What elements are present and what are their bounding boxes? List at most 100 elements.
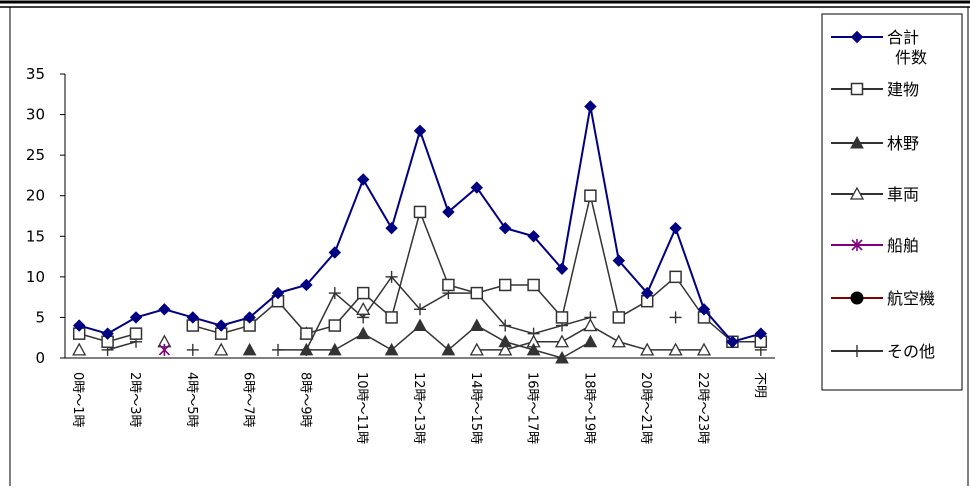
x-tick-label: 20時～21時 [638, 372, 653, 444]
x-tick-label: 4時～5時 [184, 372, 199, 428]
series-0-point [214, 319, 228, 332]
series-3-point [583, 318, 598, 332]
series-0-point [726, 335, 739, 348]
series-0-point [640, 286, 654, 300]
series-2-point [469, 318, 484, 332]
legend-swatch-marker [850, 30, 864, 44]
series-0-point [300, 278, 313, 292]
series-6-point [385, 270, 398, 283]
series-3-point [611, 334, 626, 348]
series-0-point [385, 221, 398, 235]
x-tick-label: 10時～11時 [354, 372, 369, 444]
legend-label: 建物 [887, 80, 919, 99]
y-tick-label: 30 [26, 106, 45, 124]
x-tick-label: 16時～17時 [525, 372, 540, 444]
x-tick-label: 2時～3時 [127, 372, 142, 428]
series-3-point [469, 342, 484, 356]
series-1-point [584, 189, 597, 202]
series-2-point [555, 350, 569, 364]
series-0-point [271, 286, 285, 300]
series-0-point [243, 311, 256, 324]
legend-swatch-marker [851, 345, 863, 357]
x-tick-label: 6時～7時 [241, 372, 256, 428]
series-2-point [441, 342, 456, 356]
series-1-point [328, 319, 342, 332]
series-0-point [584, 100, 597, 113]
series-1-point [498, 278, 512, 292]
legend-label: 車両 [887, 185, 919, 204]
series-1-point [555, 311, 569, 324]
series-3-point [554, 334, 570, 348]
x-tick-label: 14時～15時 [468, 372, 483, 444]
series-6-point [328, 287, 341, 300]
y-tick-label: 10 [26, 268, 45, 286]
series-6-point [669, 311, 682, 324]
series-1-point [300, 327, 313, 340]
x-tick-label: 0時～1時 [70, 372, 85, 428]
series-3-point [696, 342, 712, 356]
y-tick-label: 0 [35, 349, 45, 367]
legend-swatch-marker [849, 186, 865, 200]
series-6-point [499, 319, 512, 332]
series-0-point [442, 205, 455, 219]
series-3-point [498, 342, 513, 356]
series-0-point [158, 303, 171, 316]
series-1-point [612, 311, 626, 324]
series-0-point [186, 311, 200, 324]
series-3-point [356, 301, 371, 315]
legend-swatch-marker [851, 239, 863, 251]
series-4-point [158, 343, 170, 356]
y-tick-label: 35 [26, 65, 45, 83]
series-1-point [470, 286, 484, 300]
legend-label: 船舶 [887, 236, 919, 255]
series-2-point [526, 342, 541, 356]
legend-label: 件数 [895, 48, 927, 67]
legend-swatch-marker [850, 135, 864, 149]
series-0-point [470, 181, 484, 194]
series-2-point [583, 334, 598, 348]
y-tick-label: 25 [26, 146, 45, 164]
series-2-point [299, 342, 314, 356]
series-1-point [669, 270, 682, 284]
series-2-point [242, 342, 257, 356]
legend-label: 林野 [887, 134, 919, 153]
series-2-point [413, 318, 427, 332]
series-6-line [107, 341, 137, 351]
legend-label: 航空機 [887, 289, 935, 308]
series-0-point [129, 311, 143, 324]
series-0-point [498, 221, 512, 235]
series-0-point [356, 173, 370, 186]
series-0-point [612, 254, 626, 267]
y-tick-label: 15 [26, 227, 45, 245]
legend-swatch-marker [850, 291, 864, 305]
series-3-point [640, 342, 655, 356]
x-tick-label: 12時～13時 [411, 372, 426, 444]
series-1-point [442, 278, 455, 292]
series-0-point [328, 246, 342, 259]
series-0-point [413, 124, 427, 138]
series-0-point [101, 327, 114, 340]
x-tick-label: 不明 [752, 372, 767, 398]
series-3-point [72, 342, 87, 356]
series-0-point [697, 303, 711, 316]
series-2-point [384, 342, 399, 356]
series-1-point [527, 278, 540, 292]
legend-swatch-marker [850, 82, 864, 96]
series-1-point [385, 311, 398, 324]
legend-label: 合計 [887, 28, 919, 47]
legend-box [821, 13, 963, 391]
x-tick-label: 18時～19時 [581, 372, 596, 444]
series-0-point [754, 327, 768, 340]
series-2-point [356, 326, 371, 340]
x-tick-label: 8時～9時 [297, 372, 312, 428]
series-3-point [214, 342, 229, 356]
series-1-point [356, 286, 370, 300]
series-6-point [186, 343, 199, 356]
series-1-point [129, 327, 143, 340]
series-2-point [498, 334, 513, 348]
series-6-point [414, 303, 426, 316]
series-0-point [555, 262, 569, 275]
y-tick-label: 5 [35, 308, 45, 326]
